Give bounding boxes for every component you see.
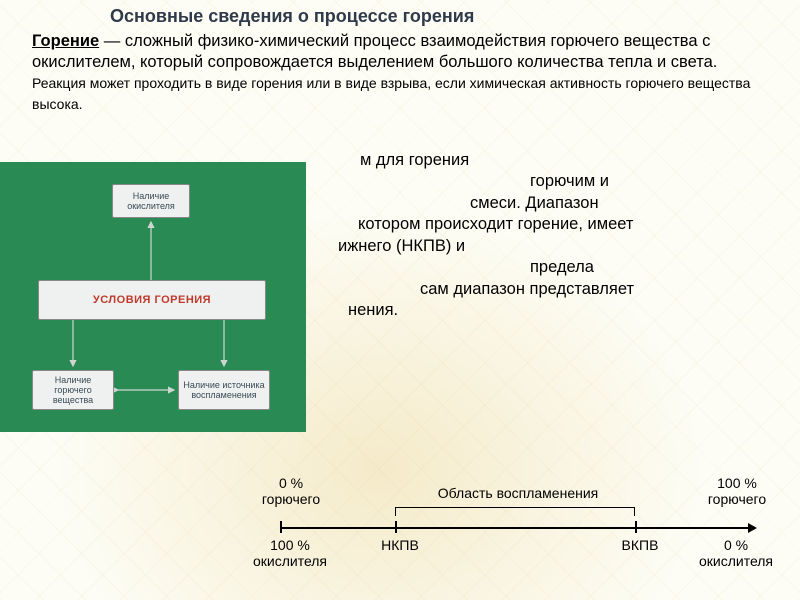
axis-arrow bbox=[748, 523, 757, 533]
frag-h: нения. bbox=[348, 300, 780, 321]
page-title: Основные сведения о процессе горения bbox=[110, 6, 768, 27]
node-fuel: Наличие горючего вещества bbox=[32, 370, 114, 410]
frag-a: м для горения bbox=[360, 150, 780, 171]
frag-b: горючим и bbox=[530, 171, 780, 192]
axis-bracket bbox=[395, 507, 635, 515]
term-gorenie: Горение bbox=[32, 32, 99, 50]
axis-line bbox=[280, 527, 748, 529]
conditions-diagram: Наличие окислителя УСЛОВИЯ ГОРЕНИЯ Налич… bbox=[0, 162, 306, 432]
axis-right-bottom-label: 0 %окислителя bbox=[686, 537, 786, 569]
axis-vkpv-label: ВКПВ bbox=[610, 537, 670, 553]
axis-left-top-label: 0 %горючего bbox=[246, 475, 336, 507]
para-small-text: Реакция может проходить в виде горения и… bbox=[32, 75, 750, 112]
frag-e: ижнего (НКПВ) и bbox=[338, 236, 780, 257]
axis-tick-start bbox=[280, 521, 282, 533]
axis-bracket-label: Область воспламенения bbox=[418, 485, 618, 501]
axis-tick-vkpv bbox=[635, 521, 637, 533]
axis-tick-nkpv bbox=[395, 521, 397, 533]
node-ignition: Наличие источника воспламенения bbox=[178, 370, 270, 410]
occluded-text-fragments: м для горения горючим и смеси. Диапазон … bbox=[310, 150, 780, 322]
flammability-axis: 0 %горючего 100 %горючего Область воспла… bbox=[240, 455, 780, 585]
frag-c: смеси. Диапазон bbox=[470, 193, 780, 214]
para1-text: — сложный физико-химический процесс взаи… bbox=[32, 32, 717, 71]
node-oxidizer: Наличие окислителя bbox=[112, 184, 190, 218]
node-conditions: УСЛОВИЯ ГОРЕНИЯ bbox=[38, 280, 266, 320]
definition-paragraph: Горение — сложный физико-химический проц… bbox=[32, 31, 768, 115]
axis-left-bottom-label: 100 %окислителя bbox=[240, 537, 340, 569]
axis-right-top-label: 100 %горючего bbox=[692, 475, 782, 507]
frag-f: предела bbox=[530, 257, 780, 278]
frag-d: котором происходит горение, имеет bbox=[358, 214, 780, 235]
axis-nkpv-label: НКПВ bbox=[370, 537, 430, 553]
frag-g: сам диапазон представляет bbox=[420, 279, 780, 300]
